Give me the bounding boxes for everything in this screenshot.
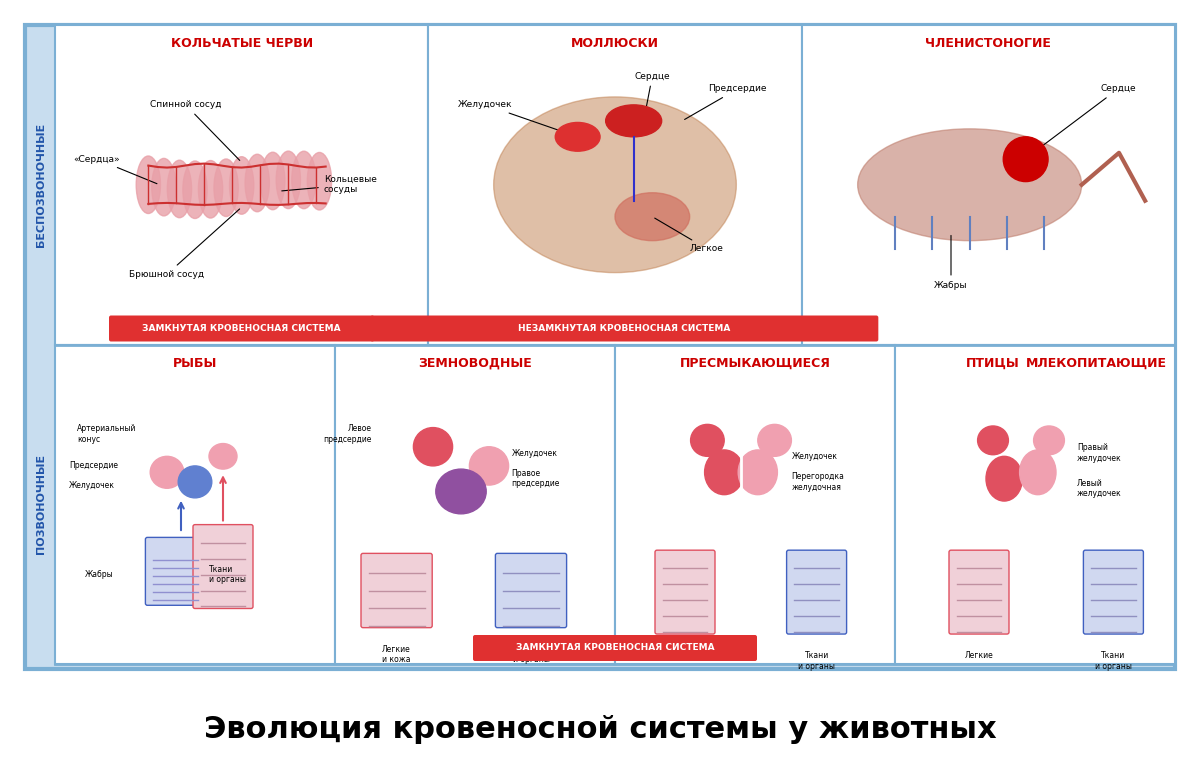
Text: РЫБЫ: РЫБЫ xyxy=(173,357,217,369)
Text: Желудочек: Желудочек xyxy=(458,100,575,136)
FancyBboxPatch shape xyxy=(193,524,253,608)
Ellipse shape xyxy=(986,456,1022,501)
Ellipse shape xyxy=(436,469,486,514)
Text: Жабры: Жабры xyxy=(85,570,114,579)
Ellipse shape xyxy=(307,152,331,210)
Text: Артериальный
конус: Артериальный конус xyxy=(78,424,137,444)
Ellipse shape xyxy=(858,129,1081,241)
FancyBboxPatch shape xyxy=(145,537,205,605)
Text: ПОЗВОНОЧНЫЕ: ПОЗВОНОЧНЫЕ xyxy=(36,454,46,554)
Ellipse shape xyxy=(292,151,316,209)
Ellipse shape xyxy=(182,161,208,219)
Text: «Сердца»: «Сердца» xyxy=(73,154,157,183)
Text: Предсердие: Предсердие xyxy=(70,462,118,470)
Ellipse shape xyxy=(1033,426,1064,455)
Text: ЗАМКНУТАЯ КРОВЕНОСНАЯ СИСТЕМА: ЗАМКНУТАЯ КРОВЕНОСНАЯ СИСТЕМА xyxy=(516,644,714,652)
Text: Легкие: Легкие xyxy=(671,652,700,660)
Circle shape xyxy=(1003,136,1048,182)
Text: Ткани
и органы: Ткани и органы xyxy=(798,652,835,670)
Text: Перегородка
желудочная: Перегородка желудочная xyxy=(792,472,845,492)
Text: НЕЗАМКНУТАЯ КРОВЕНОСНАЯ СИСТЕМА: НЕЗАМКНУТАЯ КРОВЕНОСНАЯ СИСТЕМА xyxy=(518,324,731,333)
Ellipse shape xyxy=(229,157,254,214)
FancyBboxPatch shape xyxy=(109,315,374,342)
FancyBboxPatch shape xyxy=(655,550,715,634)
Ellipse shape xyxy=(137,156,161,213)
Ellipse shape xyxy=(214,159,239,216)
Text: Левое
предсердие: Левое предсердие xyxy=(323,424,372,444)
Text: БЕСПОЗВОНОЧНЫЕ: БЕСПОЗВОНОЧНЫЕ xyxy=(36,122,46,247)
FancyBboxPatch shape xyxy=(25,25,1175,669)
Text: Спинной сосуд: Спинной сосуд xyxy=(150,100,240,161)
Ellipse shape xyxy=(245,154,269,212)
Ellipse shape xyxy=(691,424,724,456)
Text: Правый
желудочек: Правый желудочек xyxy=(1078,444,1122,463)
Ellipse shape xyxy=(178,466,212,498)
FancyBboxPatch shape xyxy=(949,550,1009,634)
Text: МОЛЛЮСКИ: МОЛЛЮСКИ xyxy=(571,37,659,50)
FancyBboxPatch shape xyxy=(473,635,757,661)
FancyBboxPatch shape xyxy=(55,344,335,664)
FancyBboxPatch shape xyxy=(895,344,1175,664)
Ellipse shape xyxy=(209,444,238,469)
Ellipse shape xyxy=(151,158,176,216)
Text: ПРЕСМЫКАЮЩИЕСЯ: ПРЕСМЫКАЮЩИЕСЯ xyxy=(679,357,830,369)
Ellipse shape xyxy=(758,424,792,456)
FancyBboxPatch shape xyxy=(1084,550,1144,634)
Ellipse shape xyxy=(704,450,744,495)
Text: ЗЕМНОВОДНЫЕ: ЗЕМНОВОДНЫЕ xyxy=(418,357,532,369)
FancyBboxPatch shape xyxy=(496,554,566,628)
Text: Сердце: Сердце xyxy=(635,71,670,112)
Text: Ткани
и органы: Ткани и органы xyxy=(209,564,246,584)
Ellipse shape xyxy=(1020,450,1056,495)
Ellipse shape xyxy=(614,193,690,241)
Text: Легкое: Легкое xyxy=(655,218,724,253)
FancyBboxPatch shape xyxy=(428,25,802,344)
Ellipse shape xyxy=(413,427,452,466)
Text: Легкие
и кожа: Легкие и кожа xyxy=(383,644,410,664)
Ellipse shape xyxy=(606,105,661,137)
Ellipse shape xyxy=(738,450,778,495)
Ellipse shape xyxy=(260,152,284,210)
Text: ЧЛЕНИСТОНОГИЕ: ЧЛЕНИСТОНОГИЕ xyxy=(925,37,1051,50)
Ellipse shape xyxy=(167,160,192,218)
FancyBboxPatch shape xyxy=(787,550,847,634)
Ellipse shape xyxy=(150,456,184,488)
Ellipse shape xyxy=(556,122,600,151)
FancyBboxPatch shape xyxy=(802,25,1175,344)
Text: Желудочек: Желудочек xyxy=(511,448,557,458)
Ellipse shape xyxy=(198,161,223,218)
Text: Ткани
и органы: Ткани и органы xyxy=(1094,652,1132,670)
Text: Эволюция кровеносной системы у животных: Эволюция кровеносной системы у животных xyxy=(204,716,996,745)
Ellipse shape xyxy=(493,97,737,273)
Text: Кольцевые
сосуды: Кольцевые сосуды xyxy=(282,175,377,194)
Ellipse shape xyxy=(469,447,509,485)
Text: Легкие: Легкие xyxy=(965,652,994,660)
FancyBboxPatch shape xyxy=(616,344,895,664)
FancyBboxPatch shape xyxy=(371,315,878,342)
Text: Брюшной сосуд: Брюшной сосуд xyxy=(130,209,240,278)
Text: Предсердие: Предсердие xyxy=(685,85,767,119)
Text: Правое
предсердие: Правое предсердие xyxy=(511,469,559,488)
Text: Жабры: Жабры xyxy=(935,235,967,289)
Text: Желудочек: Желудочек xyxy=(70,481,115,489)
FancyBboxPatch shape xyxy=(335,344,616,664)
Text: Сердце: Сердце xyxy=(1036,85,1136,151)
Text: МЛЕКОПИТАЮЩИЕ: МЛЕКОПИТАЮЩИЕ xyxy=(1026,357,1168,369)
Ellipse shape xyxy=(276,151,300,209)
Text: Ткани
и органы: Ткани и органы xyxy=(512,644,550,664)
FancyBboxPatch shape xyxy=(361,554,432,628)
Text: Левый
желудочек: Левый желудочек xyxy=(1078,478,1122,498)
Text: ПТИЦЫ: ПТИЦЫ xyxy=(966,357,1020,369)
Text: Желудочек: Желудочек xyxy=(792,452,838,461)
Text: ЗАМКНУТАЯ КРОВЕНОСНАЯ СИСТЕМА: ЗАМКНУТАЯ КРОВЕНОСНАЯ СИСТЕМА xyxy=(143,324,341,333)
Text: КОЛЬЧАТЫЕ ЧЕРВИ: КОЛЬЧАТЫЕ ЧЕРВИ xyxy=(170,37,313,50)
Ellipse shape xyxy=(978,426,1008,455)
FancyBboxPatch shape xyxy=(55,25,428,344)
FancyBboxPatch shape xyxy=(55,25,1175,664)
